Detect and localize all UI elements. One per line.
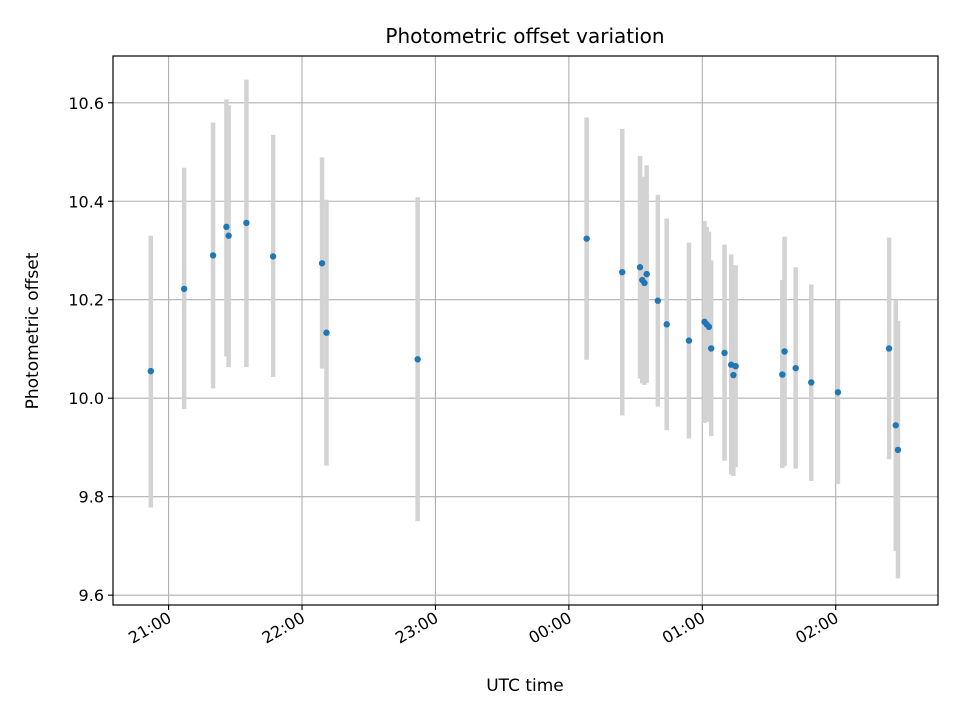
data-point xyxy=(892,422,899,429)
data-point xyxy=(636,264,644,271)
data-point xyxy=(269,253,277,260)
y-tick-label: 9.6 xyxy=(79,586,104,605)
y-tick-label: 10.4 xyxy=(68,192,104,211)
data-point xyxy=(894,446,902,454)
data-point xyxy=(223,223,230,231)
data-point xyxy=(318,260,326,267)
data-point xyxy=(323,329,330,336)
y-tick-label: 10.2 xyxy=(68,291,104,310)
data-point xyxy=(808,379,815,386)
data-point xyxy=(885,345,893,352)
data-point xyxy=(209,252,217,259)
data-point xyxy=(685,337,693,344)
data-point xyxy=(730,371,737,379)
data-point xyxy=(663,321,670,328)
data-point xyxy=(707,345,715,352)
data-point xyxy=(414,356,421,363)
data-point xyxy=(654,297,662,304)
data-point xyxy=(147,367,155,375)
data-point xyxy=(641,279,648,287)
data-points xyxy=(147,219,902,454)
data-point xyxy=(225,232,232,239)
plot-area-frame xyxy=(112,55,939,606)
data-point xyxy=(583,235,590,242)
data-point xyxy=(180,285,188,293)
data-point xyxy=(721,349,728,357)
data-point xyxy=(779,371,786,378)
y-tick-label: 10.6 xyxy=(68,94,104,113)
data-point xyxy=(643,270,650,278)
y-tick-label: 10.0 xyxy=(68,389,104,408)
data-point xyxy=(732,362,739,370)
data-point xyxy=(243,219,250,227)
data-point xyxy=(792,364,799,372)
data-point xyxy=(705,323,713,331)
x-axis-label: UTC time xyxy=(486,676,564,696)
y-tick-label: 9.8 xyxy=(79,488,104,507)
y-axis-label: Photometric offset xyxy=(23,252,43,409)
data-point xyxy=(834,389,842,396)
data-point xyxy=(781,348,788,355)
data-point xyxy=(619,268,626,276)
chart-title: Photometric offset variation xyxy=(385,24,664,48)
